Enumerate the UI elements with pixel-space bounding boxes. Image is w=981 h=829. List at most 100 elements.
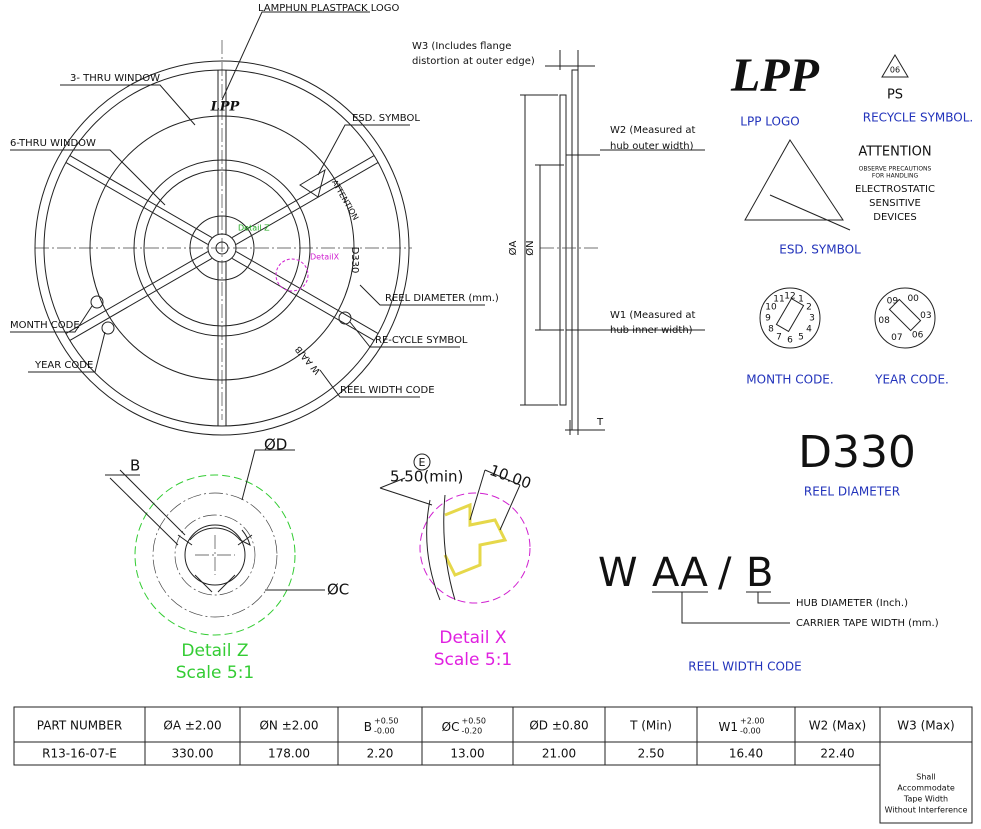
dial-number: 3 xyxy=(809,314,815,324)
table-header: W3 (Max) xyxy=(897,719,955,733)
recycle-material: PS xyxy=(887,88,903,103)
caption: MONTH CODE. xyxy=(746,373,833,387)
dim-label: T xyxy=(596,417,604,428)
legend: LPP LPP LOGO 06 PS RECYCLE SYMBOL. ATTEN… xyxy=(730,49,973,498)
dial-number: 7 xyxy=(776,333,782,343)
callout: W1 (Measured at xyxy=(610,310,695,321)
reel-logo: LPP xyxy=(210,100,241,115)
callout: hub inner width) xyxy=(610,325,693,336)
tolerance-minus: -0.20 xyxy=(462,727,483,736)
callout: RE-CYCLE SYMBOL xyxy=(375,335,468,346)
diameter-code: D330 xyxy=(798,427,916,478)
table-cell: Tape Width xyxy=(903,795,948,804)
dial-number: 08 xyxy=(878,316,890,326)
callout: YEAR CODE xyxy=(34,360,93,371)
table-header: ØC xyxy=(442,720,460,734)
caption: REEL DIAMETER xyxy=(804,485,900,499)
callout: REEL WIDTH CODE xyxy=(340,385,435,396)
callout: W2 (Measured at xyxy=(610,125,695,136)
detail-z-mark: Detail Z xyxy=(238,224,270,233)
table-cell: 21.00 xyxy=(542,747,576,761)
table-header: ØN ±2.00 xyxy=(259,719,318,733)
table-cell: 13.00 xyxy=(450,747,484,761)
callout: distortion at outer edge) xyxy=(412,56,535,67)
esd-text: DEVICES xyxy=(873,212,916,223)
reel-front: LPP Detail Z DetailX D330 W AA/B ATTENTI… xyxy=(10,3,499,435)
dial-number: 00 xyxy=(907,294,919,304)
precautions: FOR HANDLING xyxy=(872,173,919,180)
callout: hub outer width) xyxy=(610,141,694,152)
table-header: W1 xyxy=(719,720,739,734)
callout: REEL DIAMETER (mm.) xyxy=(385,293,499,304)
header-label: ØC xyxy=(442,720,460,734)
detail-x: E 5.50(min) 10.00 Detail X Scale 5:1 xyxy=(380,454,534,670)
table-cell: Shall xyxy=(916,773,936,782)
callout: MONTH CODE xyxy=(10,320,80,331)
table-cell: 330.00 xyxy=(172,747,214,761)
drawing: LPP Detail Z DetailX D330 W AA/B ATTENTI… xyxy=(0,0,981,825)
caption: RECYCLE SYMBOL. xyxy=(863,111,974,125)
dial-number: 9 xyxy=(765,314,771,324)
table-cell: Accommodate xyxy=(897,784,955,793)
diameter-mark: D330 xyxy=(349,247,360,274)
table-cell: R13-16-07-E xyxy=(42,747,117,761)
callout: W3 (Includes flange xyxy=(412,41,511,52)
dial-number: 12 xyxy=(784,292,795,302)
esd-text: SENSITIVE xyxy=(869,198,921,209)
dim-label: 10.00 xyxy=(487,461,534,493)
table-cell: Without Interference xyxy=(885,806,968,815)
dim-label: 5.50(min) xyxy=(390,468,463,486)
tolerance-minus: -0.00 xyxy=(740,727,761,736)
table-header: ØA ±2.00 xyxy=(163,719,221,733)
detail-scale: Scale 5:1 xyxy=(434,650,513,670)
spoke xyxy=(66,252,208,334)
tolerance-plus: +0.50 xyxy=(374,717,399,726)
callout: LAMPHUN PLASTPACK LOGO xyxy=(258,3,400,14)
table-cell: 22.40 xyxy=(820,747,854,761)
precautions: OBSERVE PRECAUTIONS xyxy=(859,166,932,173)
width-code: W AA / B HUB DIAMETER (Inch.) CARRIER TA… xyxy=(598,550,939,674)
table-header: PART NUMBER xyxy=(37,719,123,733)
caption: YEAR CODE. xyxy=(874,373,949,387)
attention: ATTENTION xyxy=(858,145,931,160)
table-cell: 178.00 xyxy=(268,747,310,761)
dim-label: ØN xyxy=(524,240,536,255)
dial-number: 07 xyxy=(891,333,902,343)
dial-number: 5 xyxy=(798,333,804,343)
dial-number: 6 xyxy=(787,336,793,346)
detail-z: B ØD ØC Detail Z Scale 5:1 xyxy=(105,436,349,684)
caption: LPP LOGO xyxy=(740,115,799,129)
table-cell: 16.40 xyxy=(729,747,763,761)
caption: ESD. SYMBOL xyxy=(779,243,861,257)
code-part: / xyxy=(718,550,732,596)
dial-number: 1 xyxy=(798,294,804,304)
dial-number: 11 xyxy=(773,294,784,304)
dial-number: 8 xyxy=(768,325,774,335)
table-cell: 2.20 xyxy=(367,747,394,761)
table-header: W2 (Max) xyxy=(809,719,867,733)
spoke xyxy=(70,156,212,238)
callout: ESD. SYMBOL xyxy=(352,113,420,124)
code-part: W xyxy=(598,550,638,596)
attention-mark: ATTENTION xyxy=(330,178,360,222)
detail-x-mark: DetailX xyxy=(310,253,340,262)
spoke xyxy=(66,162,208,244)
detail-scale: Scale 5:1 xyxy=(176,663,255,683)
callout: HUB DIAMETER (Inch.) xyxy=(796,598,908,609)
dial-number: 06 xyxy=(912,330,924,340)
dial-number: 2 xyxy=(806,303,812,313)
dim-label: B xyxy=(130,457,140,475)
table-header: T (Min) xyxy=(629,719,672,733)
code-part: B xyxy=(746,550,773,596)
header-label: W1 xyxy=(719,720,739,734)
detail-title: Detail X xyxy=(439,628,506,648)
table-cell: 2.50 xyxy=(638,747,665,761)
table-header: ØD ±0.80 xyxy=(529,719,588,733)
dim-label: ØA xyxy=(507,240,519,255)
tolerance-plus: +0.50 xyxy=(462,717,487,726)
dim-label: ØD xyxy=(264,436,287,454)
header-label: B xyxy=(364,720,372,734)
recycle-code: 06 xyxy=(890,66,900,75)
callout: 6-THRU WINDOW xyxy=(10,138,96,149)
callout: CARRIER TAPE WIDTH (mm.) xyxy=(796,618,939,629)
